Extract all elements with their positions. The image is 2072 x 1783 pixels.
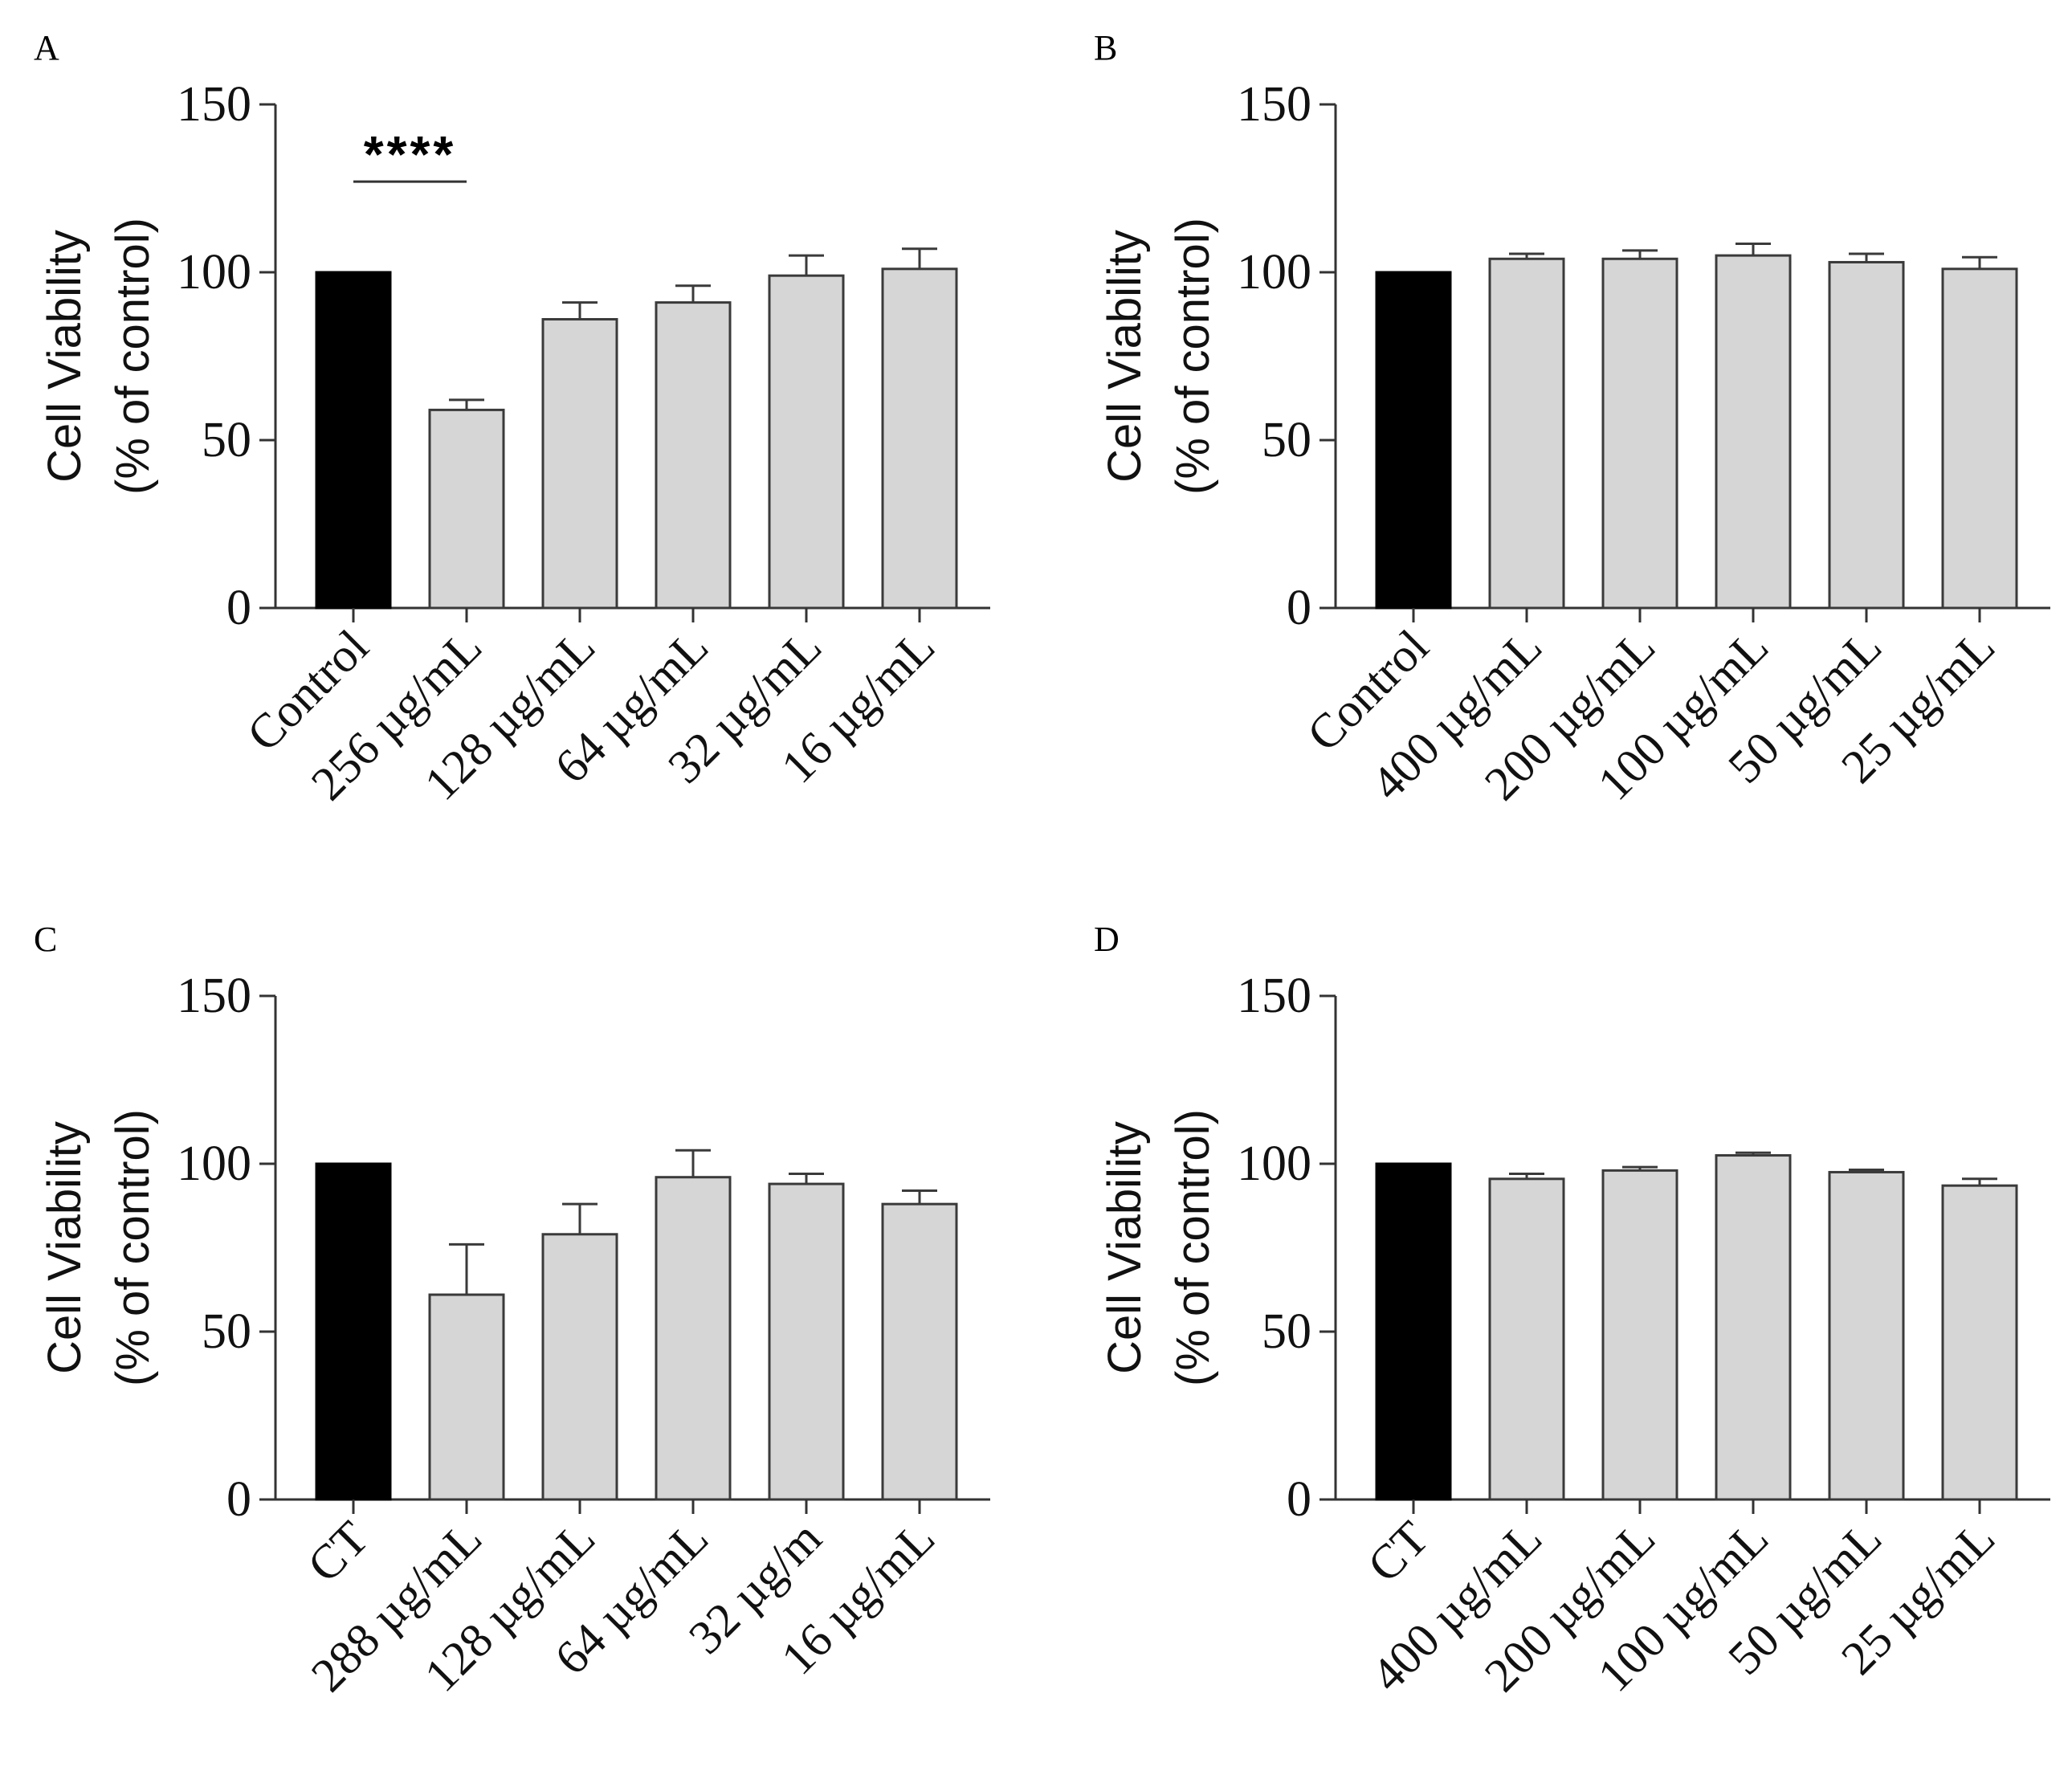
treatment-bar [1601, 1169, 1678, 1501]
y-tick-label: 100 [1237, 245, 1311, 300]
panel-label: C [34, 920, 58, 959]
treatment-bar [881, 1202, 958, 1501]
significance-label: **** [364, 125, 457, 183]
control-bar [315, 1162, 392, 1501]
y-tick-label: 150 [1237, 77, 1311, 132]
treatment-bar [1828, 1170, 1905, 1501]
treatment-bar [768, 274, 845, 610]
treatment-bar [428, 1293, 505, 1501]
control-bar [1375, 271, 1452, 610]
treatment-bar [768, 1182, 845, 1501]
y-tick-label: 0 [1287, 1472, 1311, 1527]
treatment-bar [1601, 257, 1678, 610]
treatment-bar [881, 267, 958, 610]
treatment-bar [1941, 267, 2018, 610]
y-tick-label: 150 [177, 969, 251, 1023]
y-axis-title: Cell Viability [1099, 230, 1151, 483]
y-tick-label: 0 [226, 581, 251, 635]
y-axis-title-units: (% of control) [107, 218, 159, 495]
y-tick-label: 150 [1237, 969, 1311, 1023]
y-axis-title: Cell Viability [39, 230, 91, 483]
y-axis-title-units: (% of control) [1167, 1109, 1219, 1386]
y-axis-title-units: (% of control) [1167, 218, 1219, 495]
x-category-label: CT [297, 1512, 378, 1593]
treatment-bar [1715, 1154, 1792, 1501]
x-category-label: CT [1357, 1512, 1438, 1593]
treatment-bar [541, 1233, 618, 1501]
panel-d: D 0 50 100 150 Cell Viability (% of control) C… [1060, 892, 2072, 1783]
y-tick-label: 50 [1262, 1304, 1311, 1359]
y-tick-label: 150 [177, 77, 251, 132]
treatment-bar [1488, 1177, 1565, 1501]
treatment-bar [1941, 1184, 2018, 1501]
y-tick-label: 100 [1237, 1136, 1311, 1191]
y-tick-label: 100 [177, 1136, 251, 1191]
treatment-bar [1828, 260, 1905, 610]
panel-a: A 0 50 100 150 Cell Viability (% of control) C… [0, 0, 1036, 892]
y-tick-label: 0 [1287, 581, 1311, 635]
treatment-bar [655, 1176, 732, 1501]
y-tick-label: 100 [177, 245, 251, 300]
treatment-bar [428, 408, 505, 610]
treatment-bar [541, 318, 618, 610]
y-axis-title: Cell Viability [1099, 1121, 1151, 1374]
control-bar [315, 271, 392, 610]
panel-c: C 0 50 100 150 Cell Viability (% of control) C… [0, 892, 1036, 1783]
y-axis-title: Cell Viability [39, 1121, 91, 1374]
control-bar [1375, 1162, 1452, 1501]
panel-label: D [1094, 920, 1120, 959]
treatment-bar [1488, 257, 1565, 610]
treatment-bar [655, 301, 732, 610]
panel-label: B [1094, 28, 1118, 67]
panel-b: B 0 50 100 150 Cell Viability (% of control) C… [1060, 0, 2072, 892]
treatment-bar [1715, 254, 1792, 610]
y-tick-label: 0 [226, 1472, 251, 1527]
panel-label: A [34, 28, 59, 67]
y-tick-label: 50 [202, 413, 251, 467]
y-axis-title-units: (% of control) [107, 1109, 159, 1386]
y-tick-label: 50 [202, 1304, 251, 1359]
y-tick-label: 50 [1262, 413, 1311, 467]
